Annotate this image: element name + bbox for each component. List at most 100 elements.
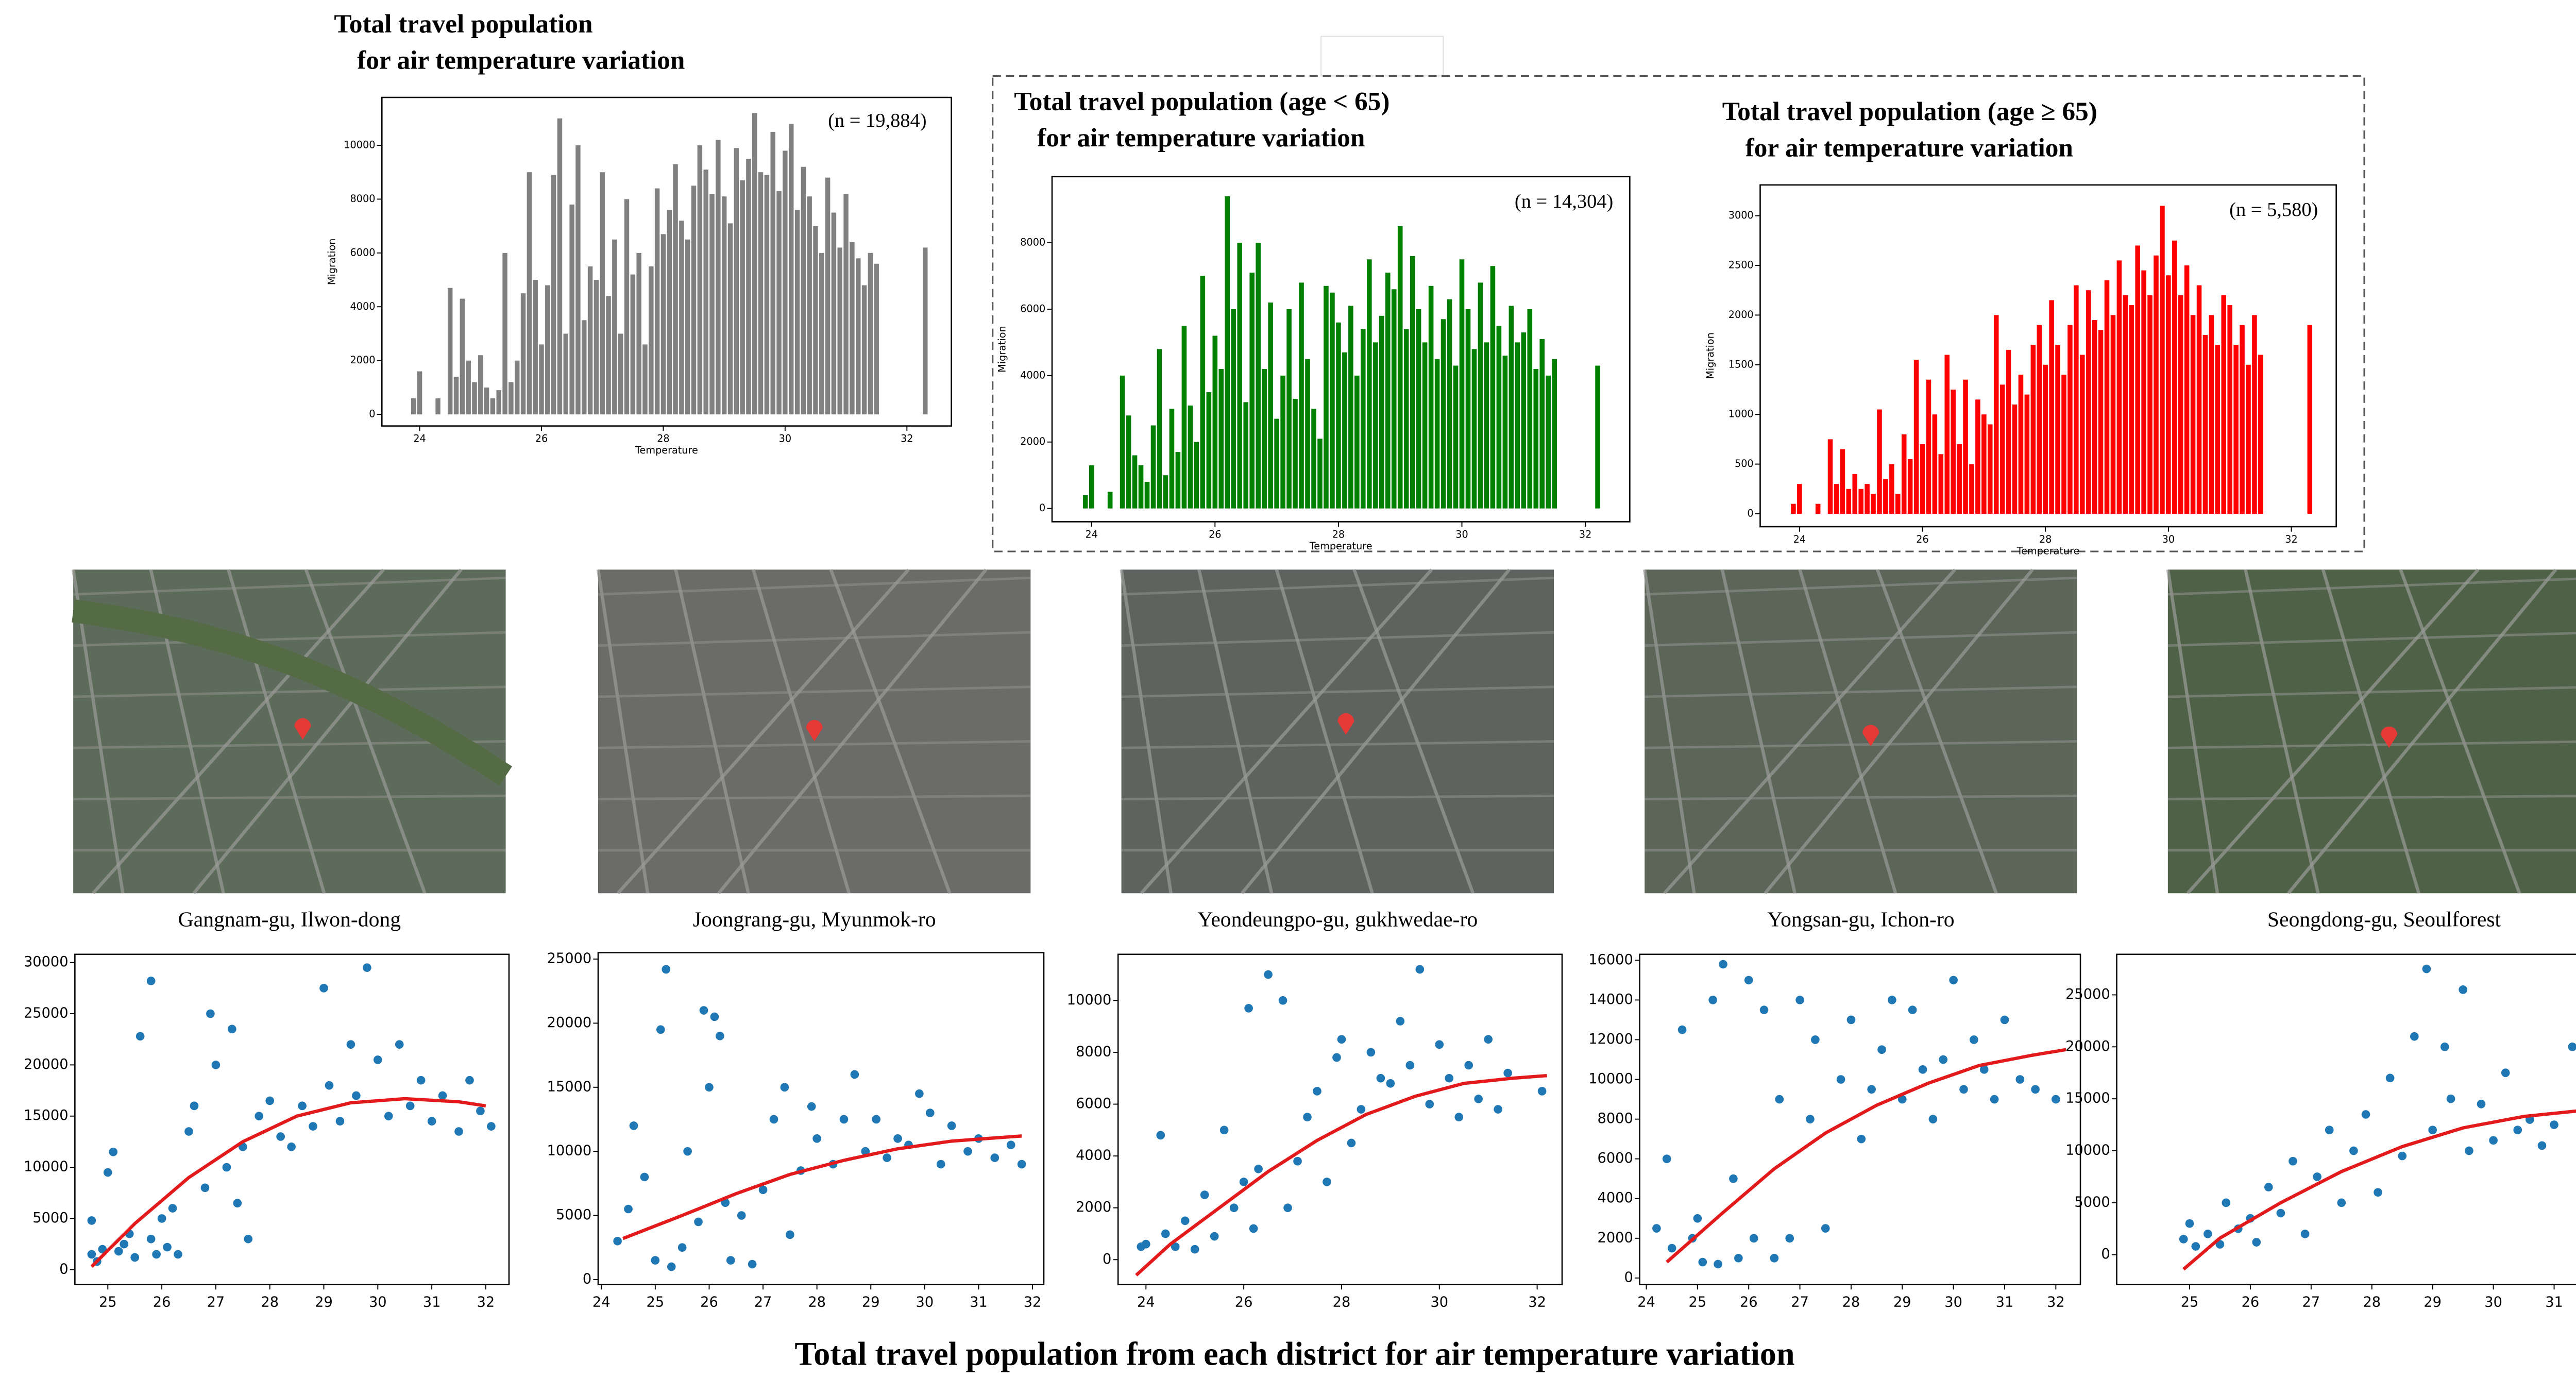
scatter-point [2204, 1230, 2212, 1238]
x-tick-label: 27 [1791, 1294, 1809, 1310]
bar [1145, 482, 1150, 509]
bar [2049, 300, 2054, 513]
bar [716, 140, 720, 415]
bar [1398, 226, 1403, 509]
bar [1213, 336, 1218, 509]
bar [1895, 494, 1901, 514]
bar [606, 296, 611, 414]
bar [1237, 243, 1242, 509]
bar [527, 172, 532, 414]
scatter-point [2015, 1075, 2024, 1084]
bar [1151, 426, 1156, 509]
scatter-point [786, 1230, 794, 1239]
scatter-point [1837, 1075, 1845, 1084]
x-tick-label: 26 [153, 1294, 171, 1310]
scatter-point [2289, 1157, 2297, 1166]
bar [1163, 475, 1168, 508]
bar [1521, 332, 1527, 509]
scatter-point [1347, 1139, 1356, 1148]
x-tick-label: 25 [1689, 1294, 1707, 1310]
bar [2067, 325, 2073, 514]
scatter-point [417, 1076, 426, 1085]
scatter-point [770, 1115, 778, 1124]
y-tick-label: 6000 [350, 246, 376, 258]
scatter-point [2489, 1136, 2498, 1145]
scatter-point [2374, 1188, 2382, 1197]
bar [1182, 326, 1187, 508]
x-tick-label: 24 [413, 433, 426, 445]
x-axis-label: Temperature [635, 444, 698, 456]
y-tick-label: 2000 [1598, 1230, 1633, 1246]
scatter-point [438, 1091, 447, 1100]
bar [2240, 325, 2245, 514]
bar [862, 285, 867, 414]
x-tick-label: 24 [1793, 533, 1806, 545]
page: {"caption": "Total travel population fro… [0, 0, 2576, 1377]
bar [1902, 434, 1907, 514]
x-tick-label: 28 [261, 1294, 279, 1310]
bar [1219, 369, 1224, 509]
x-tick-label: 32 [1528, 1294, 1546, 1310]
bar [1126, 415, 1131, 508]
bar [1293, 399, 1298, 509]
y-tick-label: 8000 [1076, 1044, 1111, 1060]
scatter-point [1244, 1004, 1253, 1013]
bar [2184, 265, 2190, 514]
bar [649, 266, 653, 414]
y-tick-label: 0 [59, 1261, 68, 1277]
y-axis-label: Migration [1704, 332, 1716, 379]
annotation: (n = 14,304) [1515, 191, 1613, 212]
chart-title: for air temperature variation [357, 46, 685, 75]
bar [1865, 484, 1870, 514]
scatter-point [174, 1250, 182, 1259]
bar [923, 247, 927, 414]
scatter-point [114, 1247, 123, 1256]
x-tick-label: 25 [647, 1294, 665, 1310]
y-tick-label: 10000 [1067, 992, 1112, 1008]
bar [2203, 335, 2208, 514]
bar [2135, 245, 2140, 514]
scatter-point [726, 1256, 735, 1265]
y-tick-label: 4000 [1598, 1190, 1633, 1206]
scatter-point [1494, 1105, 1502, 1114]
x-tick-label: 27 [207, 1294, 225, 1310]
bar [2215, 345, 2221, 514]
scatter-point [1775, 1095, 1784, 1104]
bar [1280, 376, 1285, 509]
bar [734, 148, 739, 414]
y-axis-label: Migration [326, 238, 338, 285]
bar [1828, 439, 1833, 514]
bar [1132, 456, 1138, 509]
scatter-point [807, 1102, 816, 1111]
scatter-point [2398, 1152, 2406, 1161]
x-tick-label: 31 [2545, 1294, 2563, 1310]
bar [1834, 484, 1839, 514]
scatter-point [700, 1006, 708, 1015]
bar [1595, 366, 1600, 509]
bar [539, 344, 544, 414]
bar [709, 194, 714, 414]
bar [1994, 315, 1999, 514]
bar [575, 145, 580, 414]
bar [1305, 359, 1310, 509]
scatter-point [487, 1122, 496, 1131]
bar [703, 170, 708, 414]
scatter-point [1332, 1053, 1341, 1062]
scatter-point [212, 1061, 221, 1069]
bar [2258, 355, 2263, 513]
district-label: Seongdong-gu, Seoulforest [2267, 908, 2501, 931]
scatter-point [1406, 1061, 1415, 1070]
bar [2172, 241, 2177, 514]
bar [856, 258, 860, 414]
scatter-point [2264, 1183, 2273, 1191]
bar [2025, 395, 2030, 514]
bar [1404, 329, 1409, 509]
bar [1262, 369, 1267, 509]
scatter-point [716, 1032, 724, 1040]
bar [1914, 360, 1919, 514]
scatter-point [694, 1218, 703, 1227]
bar [1528, 309, 1533, 509]
bar [1170, 409, 1175, 508]
scatter-point [710, 1013, 719, 1021]
scatter-point [1254, 1165, 1263, 1173]
